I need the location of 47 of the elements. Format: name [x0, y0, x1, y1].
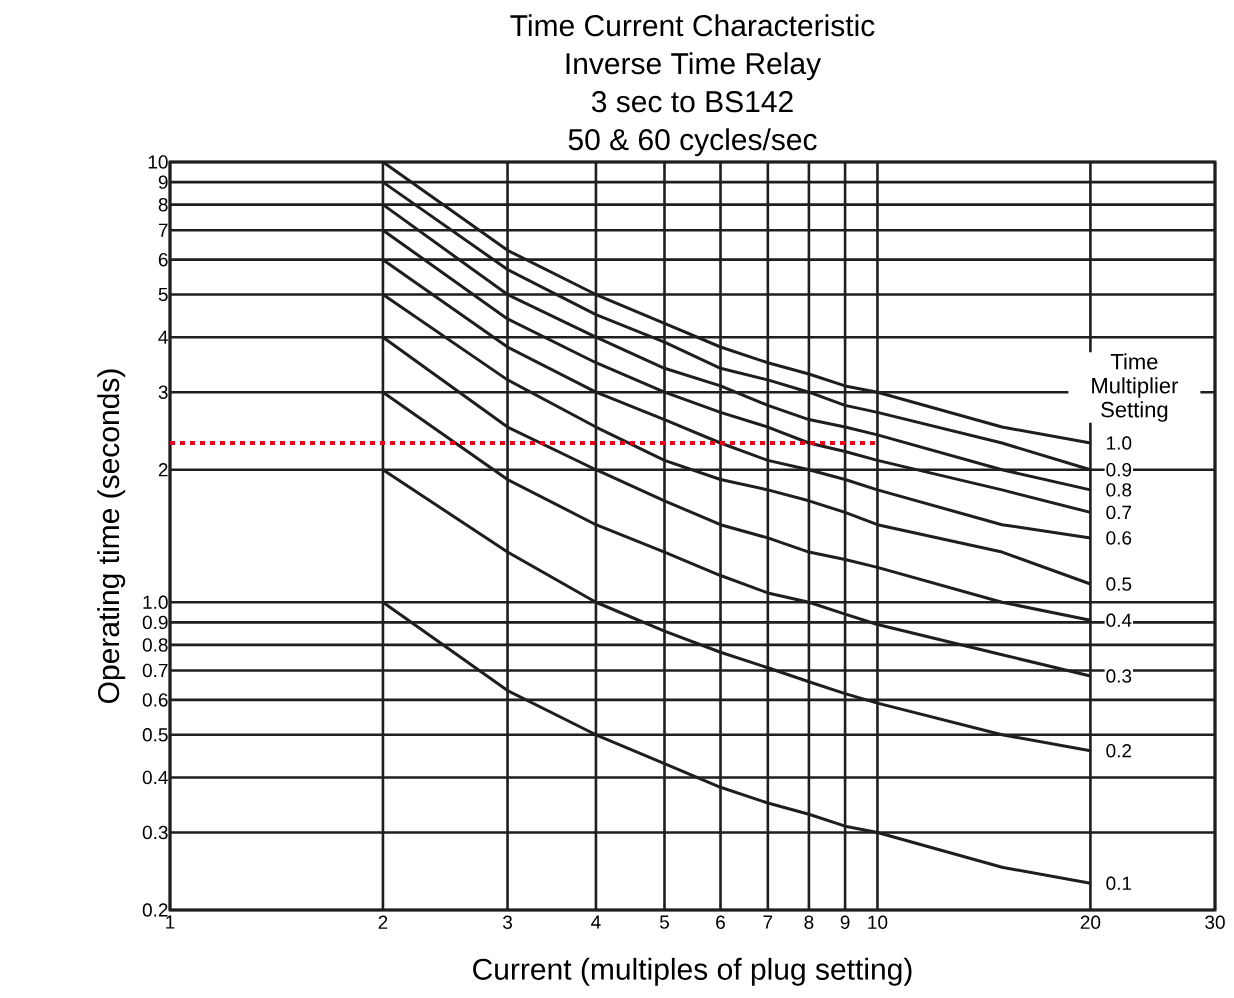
- y-tick-label: 8: [158, 197, 168, 212]
- series-label: 0.2: [1106, 744, 1132, 758]
- series-label: 0.5: [1106, 577, 1132, 591]
- x-tick-label: 20: [1080, 915, 1101, 929]
- y-tick-label: 6: [158, 252, 168, 267]
- x-tick-label: 30: [1205, 915, 1225, 929]
- x-tick-label: 1: [166, 915, 175, 929]
- x-axis-title: Current (multiples of plug setting): [473, 957, 912, 986]
- y-tick-label: 0.6: [142, 693, 168, 707]
- y-tick-label: 0.3: [142, 825, 168, 840]
- series-label: 1.0: [1107, 436, 1132, 450]
- y-tick-label: 0.2: [142, 903, 168, 917]
- text: 50 & 60 cycles/sec: [568, 128, 817, 157]
- x-tick-label: 8: [804, 915, 814, 929]
- x-tick-label: 6: [716, 915, 725, 929]
- chart-subtitle: Inverse Time Relay: [566, 52, 822, 81]
- x-tick-label: 3: [502, 915, 512, 929]
- y-tick-label: 1.0: [143, 595, 168, 609]
- y-tick-label: 10: [148, 155, 168, 169]
- series-label: 0.9: [1106, 463, 1132, 477]
- x-tick-label: 5: [659, 915, 669, 929]
- series-label: 0.7: [1106, 505, 1132, 520]
- y-tick-label: 0.9: [142, 615, 168, 630]
- series-label: 0.4: [1106, 613, 1132, 628]
- text: 3 sec to BS142: [591, 91, 793, 113]
- y-tick-label: 0.5: [142, 728, 168, 742]
- x-tick-label: 10: [868, 915, 888, 929]
- x-tick-label: 4: [591, 915, 601, 929]
- series-label: 0.3: [1106, 669, 1132, 683]
- y-tick-label: 2: [158, 463, 168, 477]
- series-label: 0.6: [1106, 531, 1132, 545]
- series-label: 0.8: [1106, 483, 1132, 497]
- y-tick-label: 9: [158, 175, 168, 189]
- chart-title: Time Current Characteristic: [510, 14, 875, 37]
- y-tick-label: 3: [158, 385, 168, 399]
- x-tick-label: 9: [840, 915, 850, 929]
- y-tick-label: 0.8: [142, 638, 168, 652]
- y-axis-title: Operating time (seconds): [97, 369, 126, 703]
- x-tick-label: 2: [378, 915, 388, 929]
- series-label: 0.1: [1106, 876, 1132, 890]
- y-tick-label: 5: [158, 287, 168, 302]
- y-tick-label: 4: [158, 330, 168, 344]
- x-tick-label: 7: [763, 915, 773, 929]
- legend-title: Time Multiplier Setting: [1092, 353, 1179, 422]
- y-tick-label: 7: [158, 223, 168, 237]
- y-tick-label: 0.4: [142, 770, 168, 785]
- y-tick-label: 0.7: [142, 663, 168, 678]
